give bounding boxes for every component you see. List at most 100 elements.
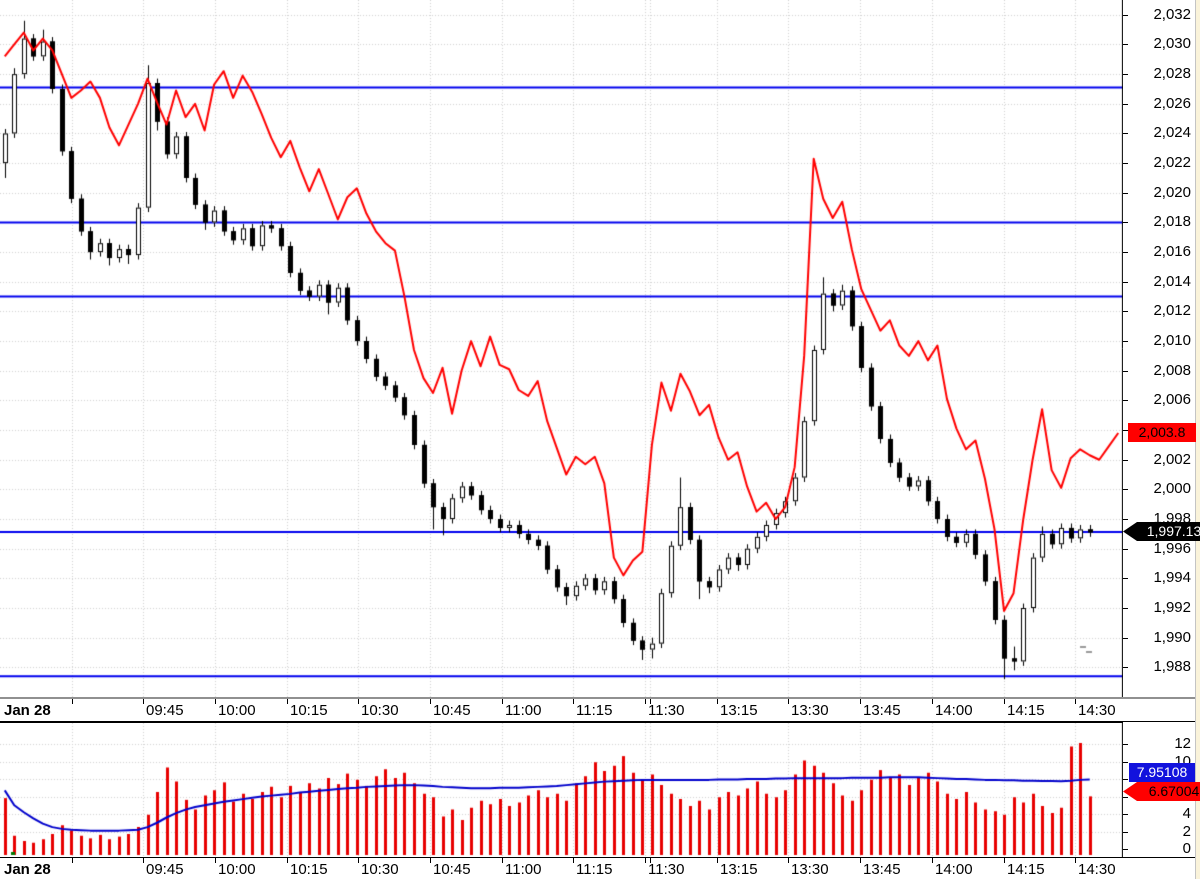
last-price-badge: 1,997.13 [1123, 522, 1200, 541]
axis-tick-label: 2,030 [1153, 35, 1191, 52]
time-tick-mark [1004, 699, 1005, 704]
axis-tick-label: 2,000 [1153, 480, 1191, 497]
bar-value-badge: 6.67004 [1123, 782, 1200, 801]
main-time-axis: Jan 28 09:45 10:00 10:15 10:30 10:45 11:00 11:… [0, 697, 1200, 722]
axis-tick-mark [1123, 163, 1128, 164]
axis-tick-label: 1,994 [1153, 569, 1191, 586]
time-tick-mark [1004, 858, 1005, 863]
axis-tick-mark [1123, 430, 1128, 431]
axis-tick-mark [1123, 282, 1128, 283]
axis-tick-mark [1123, 578, 1128, 579]
time-tick-label: 13:45 [863, 702, 901, 719]
time-tick-mark [860, 699, 861, 704]
time-tick-mark [860, 858, 861, 863]
overlay-price-badge: 2,003.8 [1128, 423, 1196, 442]
time-tick-label: 10:30 [361, 861, 399, 878]
time-tick-mark [932, 858, 933, 863]
axis-tick-mark [1123, 608, 1128, 609]
date-label: Jan 28 [4, 702, 51, 719]
axis-tick-label: 2,032 [1153, 6, 1191, 23]
time-tick-mark [645, 858, 646, 863]
axis-tick-label: 2,024 [1153, 124, 1191, 141]
time-tick-mark [573, 858, 574, 863]
axis-tick-label: 1,988 [1153, 658, 1191, 675]
axis-tick-mark [1123, 133, 1128, 134]
axis-tick-mark [1123, 849, 1128, 850]
time-tick-label: 11:30 [648, 861, 685, 878]
axis-tick-mark [1123, 489, 1128, 490]
axis-tick-mark [1123, 638, 1128, 639]
time-tick-label: 09:45 [146, 702, 184, 719]
time-tick-label: 14:15 [1007, 702, 1045, 719]
axis-tick-mark [1123, 519, 1128, 520]
axis-tick-label: 2,014 [1153, 273, 1191, 290]
time-tick-mark [430, 858, 431, 863]
axis-tick-mark [1123, 814, 1128, 815]
sub-time-axis: Jan 28 09:45 10:00 10:15 10:30 10:45 11:00 11:… [0, 857, 1200, 879]
axis-tick-label: 2,008 [1153, 362, 1191, 379]
axis-tick-label: 2,020 [1153, 184, 1191, 201]
time-tick-label: 10:30 [361, 702, 399, 719]
time-tick-label: 11:15 [576, 861, 613, 878]
axis-tick-mark [1123, 400, 1128, 401]
time-tick-mark [287, 699, 288, 704]
axis-tick-mark [1123, 74, 1128, 75]
axis-tick-mark [1123, 549, 1128, 550]
time-tick-mark [358, 699, 359, 704]
time-tick-mark [143, 699, 144, 704]
time-tick-mark [788, 858, 789, 863]
axis-tick-mark [1123, 15, 1128, 16]
axis-tick-label: 1,996 [1153, 540, 1191, 557]
time-tick-label: 14:15 [1007, 861, 1045, 878]
axis-tick-label: 2,010 [1153, 332, 1191, 349]
axis-tick-label: 0 [1182, 840, 1191, 857]
indicator-panel[interactable] [0, 722, 1123, 857]
time-tick-label: 11:00 [505, 861, 542, 878]
time-tick-label: 14:00 [935, 861, 973, 878]
candlestick-plot-area[interactable] [0, 0, 1123, 697]
axis-tick-mark [1123, 341, 1128, 342]
time-tick-mark [717, 858, 718, 863]
axis-tick-mark [1123, 762, 1128, 763]
axis-tick-mark [1123, 104, 1128, 105]
time-tick-label: 11:00 [505, 702, 542, 719]
main-price-chart[interactable] [0, 0, 1123, 697]
time-tick-label: 10:00 [218, 861, 256, 878]
time-tick-label: 11:15 [576, 702, 613, 719]
axis-tick-mark [1123, 460, 1128, 461]
time-tick-label: 10:45 [433, 702, 471, 719]
time-tick-mark [215, 858, 216, 863]
axis-tick-mark [1123, 193, 1128, 194]
axis-tick-mark [1123, 797, 1128, 798]
axis-tick-mark [1123, 371, 1128, 372]
time-tick-label: 11:30 [648, 702, 685, 719]
time-tick-label: 10:15 [290, 702, 328, 719]
price-axis[interactable]: 2,032 2,030 2,028 2,026 2,024 2,022 2,020 2,018… [1123, 0, 1195, 697]
time-tick-mark [502, 858, 503, 863]
axis-tick-label: 2,018 [1153, 213, 1191, 230]
volume-plot-area[interactable] [0, 723, 1123, 857]
axis-tick-mark [1123, 252, 1128, 253]
time-tick-mark [502, 699, 503, 704]
time-tick-mark [650, 858, 651, 863]
axis-tick-label: 2 [1182, 823, 1191, 840]
time-tick-mark [645, 699, 646, 704]
time-tick-mark [788, 699, 789, 704]
axis-tick-label: 2,016 [1153, 243, 1191, 260]
time-tick-label: 10:15 [290, 861, 328, 878]
time-tick-label: 14:30 [1078, 702, 1116, 719]
time-tick-label: 14:00 [935, 702, 973, 719]
time-tick-mark [650, 699, 651, 704]
axis-tick-label: 2,028 [1153, 65, 1191, 82]
time-tick-label: 10:45 [433, 861, 471, 878]
axis-tick-label: 2,002 [1153, 451, 1191, 468]
axis-tick-label: 2,012 [1153, 302, 1191, 319]
ma-value-badge: 7.95108 [1129, 763, 1195, 782]
time-tick-label: 13:45 [863, 861, 901, 878]
time-tick-label: 10:00 [218, 702, 256, 719]
axis-tick-mark [1123, 44, 1128, 45]
time-tick-mark [215, 699, 216, 704]
axis-tick-mark [1123, 667, 1128, 668]
time-tick-mark [143, 858, 144, 863]
